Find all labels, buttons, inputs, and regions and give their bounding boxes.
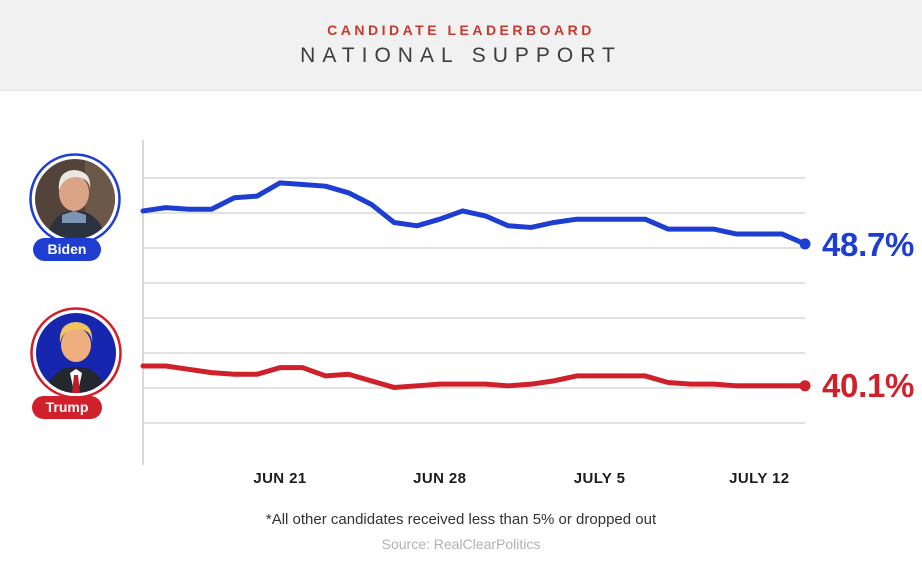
biden-endpoint-dot — [799, 238, 811, 250]
chart-svg — [140, 140, 811, 465]
x-axis-tick-label: JULY 5 — [573, 470, 626, 487]
biden-avatar — [29, 153, 121, 245]
header: CANDIDATE LEADERBOARD NATIONAL SUPPORT — [0, 0, 922, 91]
page-title: NATIONAL SUPPORT — [300, 44, 622, 67]
trump-label-pill: Trump — [32, 396, 102, 419]
x-axis-tick-label: JUN 21 — [253, 470, 307, 487]
source-credit: Source: RealClearPolitics — [381, 536, 541, 552]
trump-endpoint-dot — [799, 380, 811, 392]
x-axis-tick-label: JUN 28 — [413, 470, 467, 487]
footnote: *All other candidates received less than… — [265, 511, 657, 528]
biden-label-pill: Biden — [33, 238, 101, 261]
biden-line — [140, 180, 808, 247]
trump-line — [140, 363, 808, 390]
x-axis-tick-label: JULY 12 — [729, 470, 790, 487]
header-kicker: CANDIDATE LEADERBOARD — [327, 22, 595, 38]
trump-avatar — [30, 307, 122, 399]
trump-value-label: 40.1% — [822, 367, 915, 404]
biden-value-label: 48.7% — [822, 226, 915, 263]
